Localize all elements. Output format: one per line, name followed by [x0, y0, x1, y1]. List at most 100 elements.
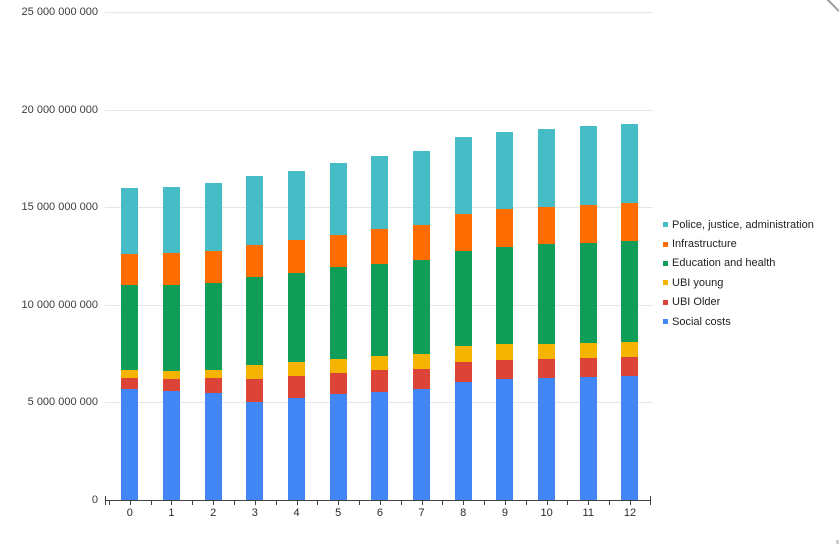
- bar-segment-social-costs: [329, 394, 347, 500]
- legend-item-ubi-young[interactable]: UBI young: [663, 273, 814, 292]
- y-axis-tick-label: 25 000 000 000: [21, 6, 98, 18]
- x-axis-tick-label: 1: [168, 507, 175, 519]
- bar-segment-police-justice-administration: [121, 188, 139, 255]
- legend: Police, justice, administration Infrastru…: [663, 215, 814, 331]
- x-axis-tick: [504, 500, 506, 505]
- bar-segment-infrastructure: [246, 245, 264, 277]
- bar-segment-ubi-young: [288, 361, 306, 376]
- bar-segment-ubi-older: [496, 360, 514, 380]
- bar-segment-ubi-older: [621, 356, 639, 376]
- x-axis-tick: [296, 500, 298, 505]
- x-axis-tick-label: 9: [501, 507, 508, 519]
- legend-swatch-police-justice-administration: [663, 222, 668, 228]
- bar-segment-ubi-older: [413, 369, 431, 389]
- bar-segment-police-justice-administration: [329, 162, 347, 235]
- x-axis-endcap-tick: [650, 496, 651, 505]
- bar-segment-education-and-health: [454, 250, 472, 346]
- x-axis-tick-label: 5: [335, 507, 342, 519]
- bar-segment-ubi-young: [454, 345, 472, 362]
- bar-segment-ubi-older: [371, 370, 389, 392]
- bar-segment-education-and-health: [413, 259, 431, 354]
- bar-segment-ubi-young: [413, 353, 431, 369]
- x-axis-tick: [234, 500, 235, 505]
- x-axis-tick-label: 7: [418, 507, 425, 519]
- window-corner-artifact: [826, 0, 839, 12]
- bar-segment-infrastructure: [454, 214, 472, 251]
- bar-segment-infrastructure: [413, 224, 431, 260]
- bar-segment-ubi-older: [454, 361, 472, 383]
- x-axis-tick: [213, 500, 215, 505]
- bar-segment-ubi-older: [162, 379, 180, 392]
- x-axis-tick: [629, 500, 631, 505]
- legend-label: UBI Older: [672, 296, 721, 309]
- bar-segment-ubi-young: [371, 355, 389, 371]
- x-axis-tick: [338, 500, 340, 505]
- screen-artifact: [836, 540, 839, 544]
- x-axis-tick: [379, 500, 381, 505]
- legend-item-education-and-health[interactable]: Education and health: [663, 254, 814, 273]
- y-axis-tick-label: 5 000 000 000: [27, 396, 98, 409]
- x-axis-tick-label: 8: [460, 507, 467, 519]
- bar-segment-infrastructure: [496, 209, 514, 247]
- legend-swatch-infrastructure: [663, 241, 668, 247]
- x-axis-line: [105, 500, 650, 501]
- bar-segment-education-and-health: [538, 244, 556, 344]
- x-axis-tick: [421, 500, 423, 505]
- x-axis-tick: [463, 500, 465, 505]
- bar-segment-ubi-young: [162, 370, 180, 380]
- bar-segment-police-justice-administration: [371, 156, 389, 229]
- legend-swatch-education-and-health: [663, 260, 668, 266]
- bar-segment-social-costs: [413, 388, 431, 500]
- x-axis-tick-label: 3: [251, 507, 258, 519]
- bar-segment-ubi-older: [204, 378, 222, 394]
- bar-segment-infrastructure: [329, 234, 347, 268]
- x-axis-tick-label: 6: [376, 507, 383, 519]
- x-axis-tick-label: 12: [623, 507, 637, 519]
- x-axis-tick: [317, 500, 319, 505]
- bar-segment-police-justice-administration: [204, 183, 222, 251]
- x-axis-tick-label: 4: [293, 507, 300, 519]
- y-axis-tick-label: 15 000 000 000: [21, 201, 98, 214]
- bar-segment-social-costs: [246, 401, 264, 500]
- bar-segment-education-and-health: [121, 285, 139, 371]
- bar-segment-ubi-older: [538, 359, 556, 378]
- bar-segment-ubi-young: [579, 342, 597, 359]
- legend-item-ubi-older[interactable]: UBI Older: [663, 293, 814, 312]
- bar-segment-ubi-young: [204, 369, 222, 379]
- bar-segment-infrastructure: [621, 202, 639, 241]
- x-axis-tick: [609, 500, 611, 505]
- bar-segment-social-costs: [496, 379, 514, 500]
- bar-segment-social-costs: [621, 375, 639, 500]
- bar-segment-police-justice-administration: [454, 137, 472, 215]
- bar-segment-ubi-young: [538, 343, 556, 360]
- bar-segment-police-justice-administration: [413, 150, 431, 225]
- x-axis-tick-label: 10: [540, 507, 553, 519]
- x-axis-tick: [546, 500, 548, 505]
- x-axis-tick-label: 11: [582, 507, 594, 519]
- legend-swatch-ubi-older: [663, 299, 668, 305]
- bar-segment-education-and-health: [329, 267, 347, 360]
- bar-segment-ubi-older: [288, 375, 306, 399]
- bar-segment-ubi-older: [121, 378, 139, 389]
- bar-segment-social-costs: [204, 393, 222, 500]
- legend-item-infrastructure[interactable]: Infrastructure: [663, 234, 814, 253]
- bar-segment-ubi-older: [246, 378, 264, 402]
- legend-item-police-justice-administration[interactable]: Police, justice, administration: [663, 215, 814, 234]
- bar-segment-infrastructure: [371, 228, 389, 264]
- y-axis-tick-label: 0: [91, 494, 98, 506]
- y-axis-tick-label: 20 000 000 000: [21, 103, 98, 116]
- bar-segment-education-and-health: [496, 246, 514, 345]
- gridline: [105, 109, 653, 111]
- legend-item-social-costs[interactable]: Social costs: [663, 312, 814, 331]
- x-axis-tick: [150, 500, 152, 505]
- legend-label: Social costs: [672, 315, 731, 328]
- bar-segment-education-and-health: [288, 273, 306, 362]
- bar-segment-infrastructure: [162, 253, 180, 285]
- bar-segment-social-costs: [579, 376, 597, 500]
- bar-segment-police-justice-administration: [538, 129, 556, 207]
- legend-label: Education and health: [672, 257, 776, 270]
- bar-segment-social-costs: [454, 382, 472, 500]
- bar-segment-police-justice-administration: [162, 186, 180, 254]
- x-axis-tick: [129, 500, 131, 505]
